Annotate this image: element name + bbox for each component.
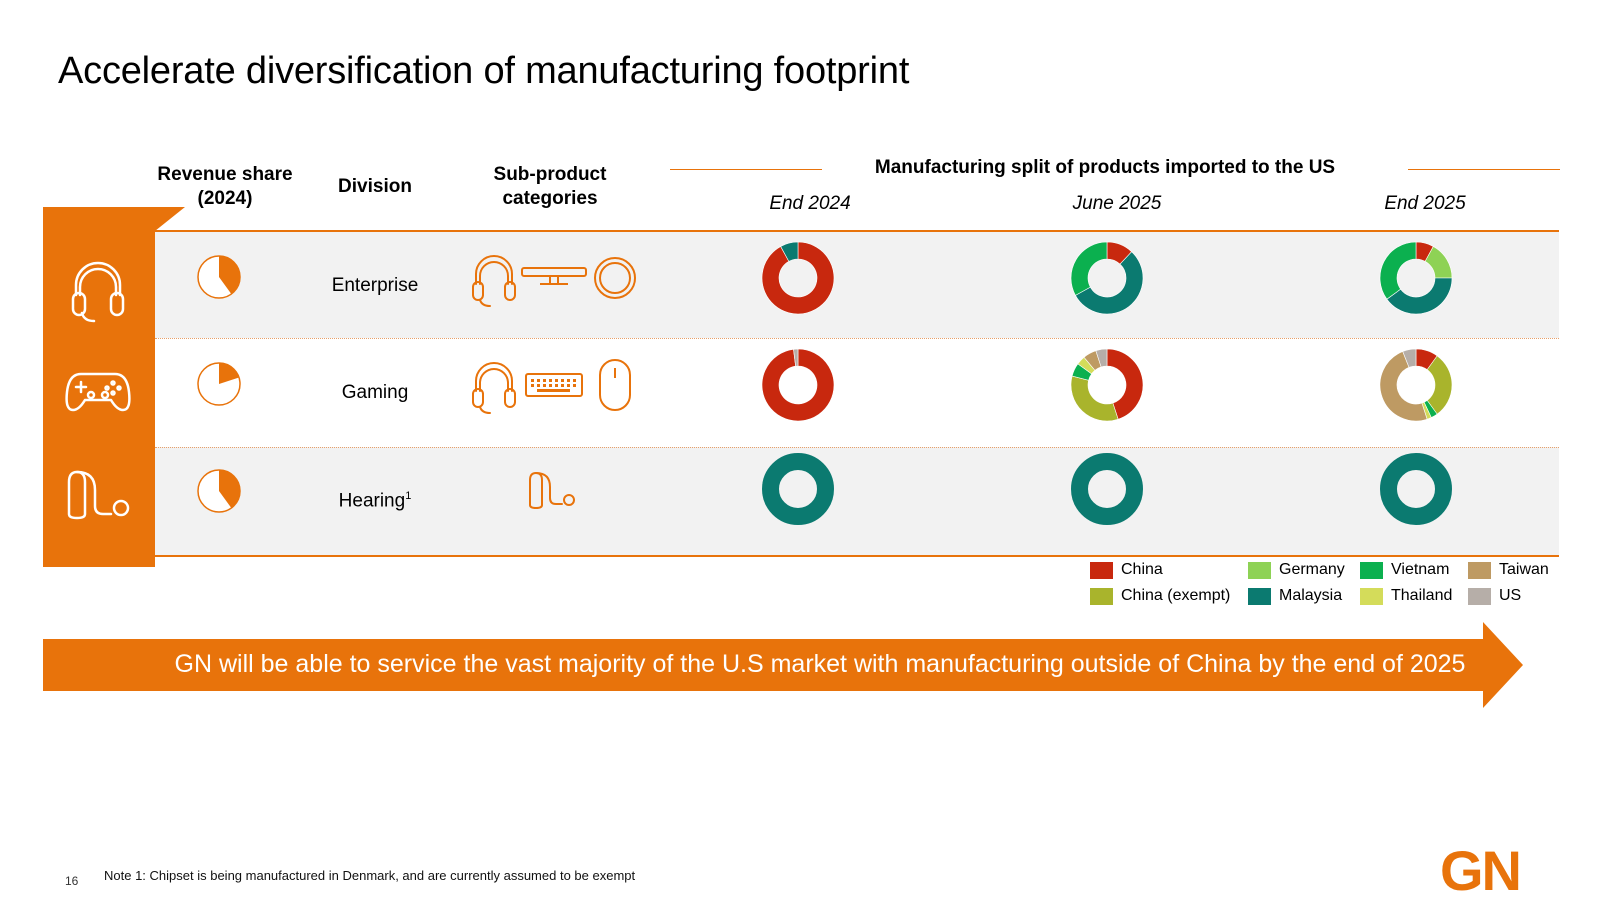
header-rule-left xyxy=(670,169,822,170)
legend-label: Thailand xyxy=(1391,587,1453,604)
page-number: 16 xyxy=(65,874,79,888)
legend-item: US xyxy=(1468,587,1521,605)
legend-swatch xyxy=(1468,587,1491,605)
footnote: Note 1: Chipset is being manufactured in… xyxy=(104,868,636,883)
division-name: Enterprise xyxy=(331,275,419,296)
conclusion-banner-arrow xyxy=(43,622,1523,708)
header-sub-product: Sub-product categories xyxy=(493,164,607,209)
row-divider xyxy=(155,338,1559,339)
period-label: End 2024 xyxy=(769,193,851,214)
legend-item: China xyxy=(1090,561,1163,579)
legend-label: Taiwan xyxy=(1499,561,1549,578)
video-bar-icon xyxy=(521,267,587,285)
division-icon-bar xyxy=(43,207,155,567)
table-bottom-rule xyxy=(155,555,1559,557)
legend-swatch xyxy=(1360,587,1383,605)
conclusion-banner-text: GN will be able to service the vast majo… xyxy=(174,650,1466,678)
table-top-rule xyxy=(155,230,1559,232)
legend-label: US xyxy=(1499,587,1522,604)
legend-swatch xyxy=(1248,561,1271,579)
division-name-text: Hearing xyxy=(338,490,406,512)
legend-swatch xyxy=(1248,587,1271,605)
footnote-marker: 1 xyxy=(405,490,412,502)
headset-icon xyxy=(472,255,516,307)
legend-label: China (exempt) xyxy=(1121,587,1231,604)
legend-swatch xyxy=(1360,561,1383,579)
legend-label: Vietnam xyxy=(1391,561,1450,578)
division-name: Hearing1 xyxy=(300,490,450,512)
legend-item: Germany xyxy=(1248,561,1345,579)
table-row xyxy=(155,231,1559,339)
header-manufacturing-split: Manufacturing split of products imported… xyxy=(874,157,1336,178)
page-title: Accelerate diversification of manufactur… xyxy=(58,50,910,92)
legend-label: Germany xyxy=(1279,561,1345,578)
legend-label: Malaysia xyxy=(1279,587,1343,604)
division-name: Gaming xyxy=(341,382,409,403)
period-label: June 2025 xyxy=(1072,193,1162,214)
hearing-aid-icon xyxy=(529,472,575,509)
header-division: Division xyxy=(338,176,412,197)
period-label: End 2025 xyxy=(1384,193,1466,214)
legend-swatch xyxy=(1468,561,1491,579)
legend-item: Malaysia xyxy=(1248,587,1342,605)
legend-item: Thailand xyxy=(1360,587,1452,605)
header-rule-right xyxy=(1408,169,1560,170)
headset-icon xyxy=(472,362,516,414)
table-row xyxy=(155,447,1559,555)
gn-logo: GN xyxy=(1440,839,1522,902)
keyboard-icon xyxy=(525,373,583,397)
hearing-aid-icon xyxy=(67,470,130,520)
mouse-icon xyxy=(599,359,631,411)
speakerphone-icon xyxy=(594,257,636,299)
gamepad-icon xyxy=(65,372,131,412)
headset-icon xyxy=(71,261,125,323)
legend-swatch xyxy=(1090,561,1113,579)
legend-item: China (exempt) xyxy=(1090,587,1230,605)
legend-label: China xyxy=(1121,561,1163,578)
table-row xyxy=(155,338,1559,446)
legend-item: Vietnam xyxy=(1360,561,1449,579)
legend-swatch xyxy=(1090,587,1113,605)
row-divider xyxy=(155,447,1559,448)
legend-item: Taiwan xyxy=(1468,561,1549,579)
header-tab xyxy=(155,207,185,231)
header-revenue-share: Revenue share (2024) xyxy=(157,164,293,209)
